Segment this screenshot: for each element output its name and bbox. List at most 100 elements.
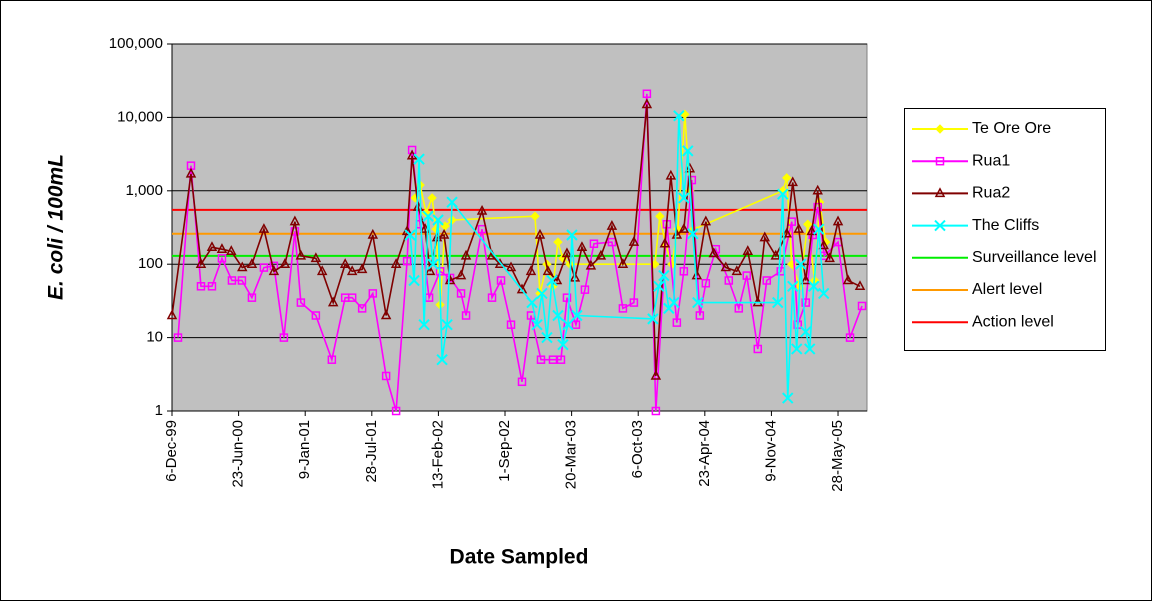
marker bbox=[571, 320, 581, 329]
marker bbox=[408, 274, 420, 287]
marker bbox=[934, 219, 946, 232]
marker bbox=[455, 269, 467, 280]
marker bbox=[427, 258, 439, 270]
marker bbox=[206, 241, 218, 252]
marker bbox=[813, 202, 822, 212]
y-axis-title: E. coli / 100mL bbox=[45, 154, 68, 300]
marker bbox=[580, 285, 590, 294]
marker bbox=[226, 245, 237, 256]
marker bbox=[441, 318, 453, 331]
marker bbox=[553, 237, 563, 247]
marker bbox=[461, 311, 471, 320]
x-tick-label: 6-Dec-99 bbox=[163, 420, 180, 482]
marker bbox=[237, 276, 247, 285]
x-tick-label: 9-Nov-04 bbox=[762, 420, 779, 482]
marker bbox=[407, 145, 417, 155]
marker bbox=[935, 124, 945, 134]
marker bbox=[446, 196, 458, 208]
marker bbox=[427, 193, 437, 203]
marker bbox=[687, 228, 699, 240]
plot-area bbox=[171, 43, 868, 412]
marker bbox=[404, 229, 416, 241]
marker bbox=[289, 215, 301, 226]
marker bbox=[217, 254, 227, 263]
x-tick-label: 20-Mar-03 bbox=[563, 420, 580, 489]
marker bbox=[665, 169, 677, 180]
legend-label: Surveillance level bbox=[972, 249, 1097, 266]
marker bbox=[731, 265, 743, 276]
marker bbox=[237, 261, 248, 272]
marker bbox=[310, 252, 322, 263]
marker bbox=[542, 265, 554, 276]
marker bbox=[935, 156, 945, 166]
marker bbox=[824, 252, 835, 263]
marker bbox=[418, 318, 430, 331]
marker bbox=[166, 309, 178, 320]
marker bbox=[444, 274, 456, 285]
x-tick-label: 23-Apr-04 bbox=[696, 420, 713, 487]
legend-label: Rua1 bbox=[972, 152, 1010, 169]
marker bbox=[196, 282, 206, 291]
marker bbox=[295, 249, 307, 260]
marker bbox=[720, 261, 732, 272]
marker bbox=[557, 339, 569, 351]
marker bbox=[655, 211, 665, 221]
marker bbox=[530, 211, 540, 221]
marker bbox=[576, 241, 588, 252]
marker bbox=[641, 98, 653, 109]
legend-label: The Cliffs bbox=[972, 217, 1039, 234]
marker bbox=[346, 265, 358, 276]
y-tick-label: 10,000 bbox=[117, 108, 163, 125]
marker bbox=[813, 223, 825, 235]
marker bbox=[259, 263, 269, 272]
marker bbox=[546, 274, 558, 287]
marker bbox=[854, 280, 866, 291]
marker bbox=[531, 318, 543, 331]
marker bbox=[629, 298, 639, 307]
marker bbox=[562, 293, 572, 302]
marker bbox=[552, 309, 564, 322]
marker bbox=[327, 296, 339, 307]
marker bbox=[258, 223, 270, 233]
y-tick-label: 10 bbox=[146, 329, 163, 346]
marker bbox=[842, 274, 854, 285]
marker bbox=[782, 392, 794, 404]
legend-label: Te Ore Ore bbox=[972, 120, 1051, 137]
marker bbox=[617, 258, 629, 268]
marker bbox=[207, 282, 217, 291]
marker bbox=[227, 276, 237, 285]
marker bbox=[424, 265, 436, 276]
marker bbox=[460, 249, 472, 260]
marker bbox=[678, 192, 690, 204]
marker bbox=[759, 231, 771, 242]
marker bbox=[762, 276, 772, 285]
marker bbox=[381, 371, 391, 381]
marker bbox=[668, 296, 680, 309]
marker bbox=[517, 377, 527, 387]
x-tick-label: 6-Oct-03 bbox=[629, 420, 646, 478]
marker bbox=[487, 293, 497, 302]
marker bbox=[195, 258, 207, 268]
marker bbox=[380, 309, 392, 320]
marker bbox=[671, 228, 683, 239]
marker bbox=[618, 304, 628, 313]
marker bbox=[185, 167, 197, 178]
marker bbox=[845, 333, 855, 342]
marker bbox=[651, 406, 661, 416]
marker bbox=[556, 355, 566, 364]
marker bbox=[772, 296, 784, 309]
marker bbox=[173, 333, 183, 342]
x-tick-label: 28-Jul-01 bbox=[363, 420, 380, 483]
marker bbox=[787, 280, 799, 293]
marker bbox=[650, 369, 662, 380]
marker bbox=[701, 279, 711, 288]
legend-label: Alert level bbox=[972, 281, 1042, 298]
marker bbox=[526, 296, 538, 309]
marker bbox=[818, 239, 829, 250]
marker bbox=[496, 276, 506, 285]
marker bbox=[534, 228, 546, 239]
marker bbox=[357, 304, 367, 313]
marker bbox=[695, 311, 705, 320]
marker bbox=[734, 304, 744, 313]
